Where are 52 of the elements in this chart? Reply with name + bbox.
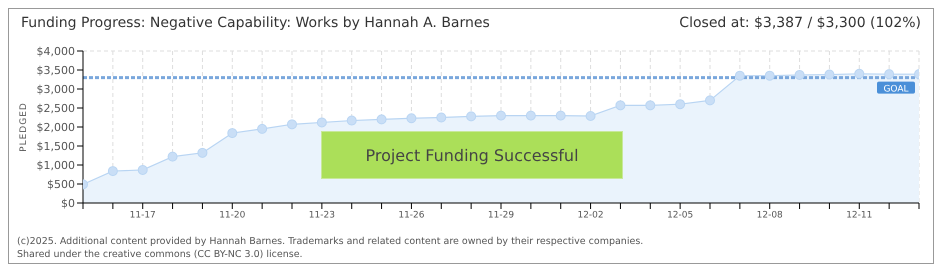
x-tick-label: 11-17 [130,210,156,220]
point [108,166,118,176]
y-tick-label: $1,000 [36,158,75,172]
text: (c)2025. Additional content provided by Hannah Barnes. Trademarks and related content are owned by their respective companies. [17,235,644,248]
x-tick-label: 11-26 [398,210,425,220]
x-tick-label: 11-23 [308,210,335,220]
chart-subtitle: Closed at: $3,387 / $3,300 (102%) [679,15,921,31]
point [586,110,596,121]
point [406,113,416,124]
point [168,152,178,162]
y-tick-label: $2,000 [36,120,75,134]
point [496,110,506,121]
point [824,70,834,80]
chart-title: Funding Progress: Negative Capability: Works by Hannah A. Barnes [21,15,490,31]
x-tick-label: 11-20 [219,210,246,220]
point [466,111,476,122]
y-tick-label: $500 [47,178,75,191]
y-tick-label: $3,000 [36,82,75,96]
point [556,110,566,121]
point [734,70,745,81]
point [615,100,626,110]
y-tick-label: $1,500 [36,140,75,153]
point [436,112,446,122]
x-tick-label: 12-11 [846,210,872,220]
y-tick-label: $0 [61,196,75,210]
x-tick-label: 12-05 [667,210,694,220]
y-tick-label: $2,500 [36,102,75,115]
point [257,124,268,134]
point [764,70,775,81]
point [227,128,238,138]
point [316,117,327,128]
point [197,148,208,158]
point [854,68,864,79]
point [138,164,148,175]
point [705,95,715,106]
point [287,119,297,130]
y-tick-label: $3,500 [36,64,75,77]
point [526,110,536,121]
x-tick-label: 12-08 [756,210,784,220]
y-tick-label: $4,000 [36,44,75,58]
point [376,114,387,124]
point [645,100,656,110]
point [794,70,805,80]
x-tick-label: 11-29 [488,210,514,220]
point [346,116,357,126]
point [884,69,894,80]
ref-line-label: GOAL [883,84,909,95]
point [675,99,686,110]
banner: Project Funding Successful [321,131,623,179]
x-tick-label: 12-02 [577,210,604,220]
text: Shared under the creative commons (CC BY-NC 3.0) license. [17,248,304,261]
y-axis-title: PLEDGED [19,102,30,152]
